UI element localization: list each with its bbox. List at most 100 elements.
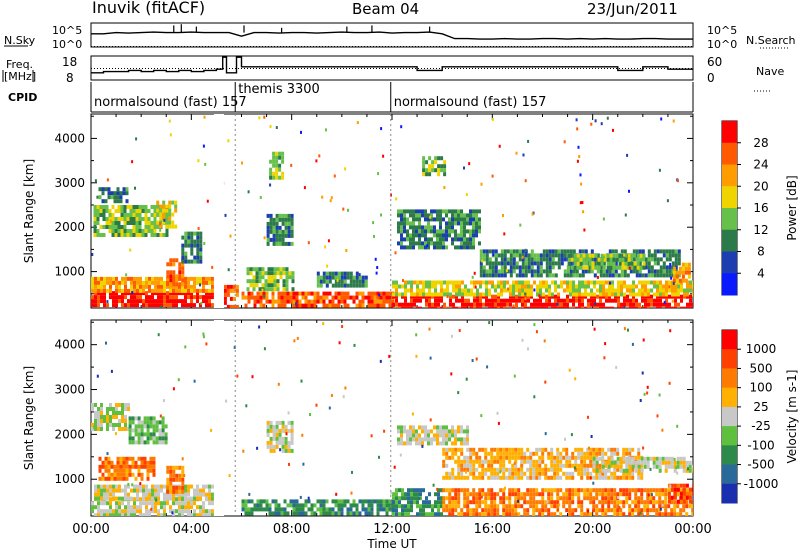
velocity-cell (284, 444, 288, 449)
velocity-cell (514, 492, 518, 497)
power-cell (638, 288, 641, 293)
power-cell (620, 292, 623, 297)
velocity-cell (98, 464, 102, 469)
velocity-cell (472, 471, 476, 476)
velocity-cell (442, 429, 445, 434)
velocity-cell (544, 471, 548, 476)
velocity-cell (565, 496, 569, 501)
power-cell (135, 217, 139, 221)
velocity-cell (520, 459, 524, 464)
velocity-cell (94, 505, 97, 510)
power-cell (599, 294, 602, 299)
velocity-cell (146, 440, 150, 445)
power-cell (566, 294, 569, 299)
power-cell (346, 275, 350, 280)
power-cell (497, 253, 501, 258)
velocity-cell (98, 456, 102, 461)
velocity-speckle (649, 467, 652, 471)
power-cell (629, 306, 632, 308)
velocity-cell (349, 511, 353, 516)
power-cell (500, 257, 504, 262)
velocity-cell (445, 429, 448, 434)
velocity-cell (406, 429, 409, 434)
velocity-cell (466, 467, 470, 472)
power-cell (630, 253, 634, 258)
velocity-cell (529, 488, 533, 493)
velocity-cell (278, 440, 282, 445)
velocity-cell (463, 504, 467, 509)
power-cell (93, 213, 97, 217)
power-cell (590, 257, 594, 262)
velocity-cell (619, 492, 623, 497)
power-cell (244, 303, 248, 308)
velocity-cell (685, 495, 689, 500)
power-cell (527, 261, 531, 266)
power-cell (175, 278, 179, 283)
velocity-cell (289, 499, 293, 504)
velocity-speckle (330, 394, 333, 397)
velocity-cell (676, 492, 680, 497)
power-cell (202, 299, 205, 304)
power-cell (641, 257, 645, 262)
velocity-cell (610, 463, 614, 468)
power-cell (428, 156, 432, 161)
velocity-cell (94, 488, 97, 493)
velocity-cell (427, 437, 430, 442)
power-cell (521, 302, 524, 307)
power-cell (497, 280, 500, 285)
power-cell (178, 288, 181, 293)
power-cell (255, 279, 259, 284)
velocity-cell (121, 415, 124, 419)
velocity-cell (604, 500, 608, 505)
velocity-cell (484, 504, 488, 509)
velocity-cell (592, 500, 596, 505)
velocity-speckle (93, 425, 96, 429)
velocity-cell (538, 463, 542, 468)
power-cell (278, 213, 282, 218)
velocity-speckle (177, 378, 180, 382)
power-ylabel: Slant Range [km] (22, 159, 36, 263)
velocity-cell (434, 500, 437, 505)
power-speckle (290, 163, 293, 167)
velocity-speckle (399, 453, 402, 457)
power-cell (674, 292, 677, 297)
power-speckle (372, 221, 375, 225)
velocity-speckle (587, 415, 589, 419)
power-cell (636, 261, 640, 266)
power-cell (130, 276, 133, 281)
velocity-cell (616, 512, 620, 516)
velocity-cell (94, 492, 97, 497)
velocity-cell (571, 451, 575, 456)
velocity-cell (100, 484, 103, 489)
velocity-cell (529, 459, 533, 464)
power-cell (425, 160, 429, 165)
velocity-cell (104, 456, 108, 461)
velocity-cell (140, 472, 144, 477)
velocity-cell (131, 440, 135, 445)
power-cell (626, 273, 630, 278)
velocity-speckle (370, 434, 373, 438)
velocity-cell (514, 488, 518, 493)
power-cell (692, 280, 693, 285)
power-cell (460, 229, 463, 234)
power-cell (503, 265, 507, 270)
power-cell (274, 299, 278, 304)
velocity-colorbar-swatch (722, 426, 737, 446)
velocity-cell (110, 476, 114, 481)
power-cell (575, 273, 579, 278)
velocity-speckle (341, 325, 344, 328)
velocity-cell (508, 488, 512, 493)
power-cell (316, 291, 320, 296)
velocity-cell (550, 475, 554, 480)
velocity-cell (580, 459, 584, 464)
power-cell (193, 259, 197, 264)
velocity-speckle (159, 414, 162, 418)
power-cell (686, 288, 689, 293)
velocity-cell (583, 463, 587, 468)
velocity-cell (676, 499, 680, 504)
power-cell (105, 217, 109, 221)
velocity-cell (652, 504, 656, 509)
power-cell (461, 280, 464, 285)
power-cell (96, 221, 100, 225)
power-cell (133, 295, 136, 300)
